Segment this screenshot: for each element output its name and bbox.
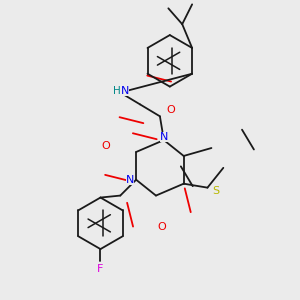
Text: O: O [167, 105, 175, 116]
Text: F: F [97, 264, 104, 274]
Text: O: O [101, 141, 110, 151]
Text: O: O [158, 222, 166, 232]
Text: N: N [160, 132, 168, 142]
Text: S: S [212, 186, 219, 196]
Text: N: N [121, 85, 129, 96]
Text: N: N [126, 175, 134, 185]
Text: H: H [113, 85, 121, 96]
